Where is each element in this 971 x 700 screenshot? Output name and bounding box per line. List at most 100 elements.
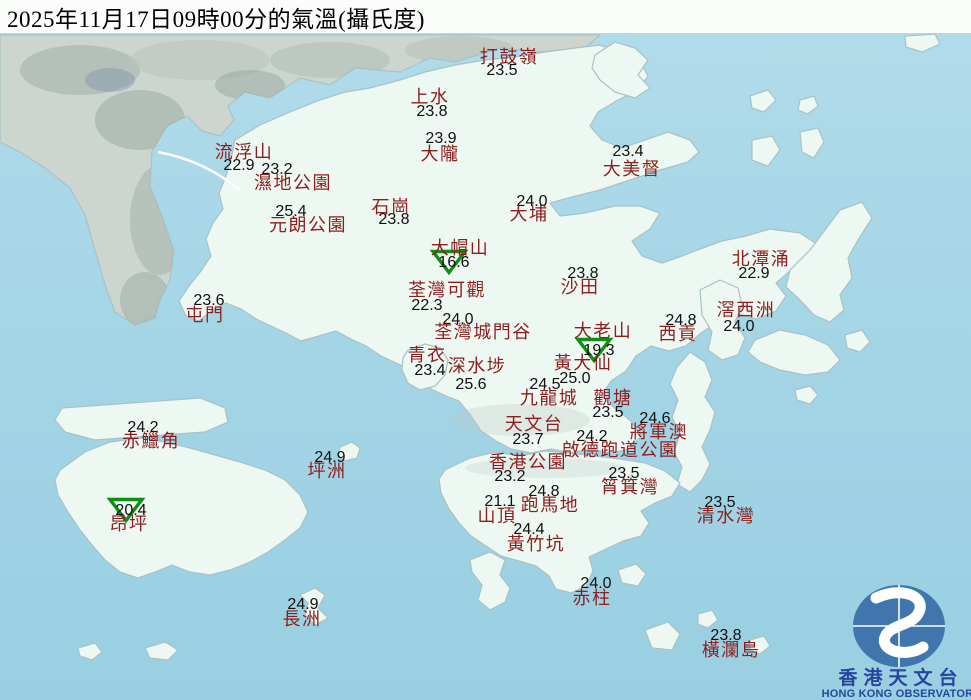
station-name: 北潭涌 xyxy=(731,249,791,269)
station-name: 元朗公園 xyxy=(269,215,347,235)
station-name: 長洲 xyxy=(282,609,322,629)
station-name: 上水 xyxy=(410,87,450,107)
station-name: 天文台 xyxy=(504,414,564,434)
islet xyxy=(794,385,819,405)
station-name: 九龍城 xyxy=(519,388,579,408)
temperature-value: 23.8 xyxy=(710,627,742,644)
station-name: 打鼓嶺 xyxy=(479,47,539,67)
land-kau-sai-chau xyxy=(699,279,746,361)
temperature-value: 23.5 xyxy=(704,494,736,511)
min-temp-triangle-icon xyxy=(574,337,614,364)
station-name: 黃竹坑 xyxy=(506,534,566,554)
station-name: 清水灣 xyxy=(696,506,756,526)
temperature-value: 23.6 xyxy=(193,292,225,309)
islet xyxy=(751,135,781,167)
temperature-value: 19.3 xyxy=(583,342,615,359)
station-name: 荃灣城門谷 xyxy=(434,322,532,342)
land-airport-island xyxy=(54,397,229,441)
temperature-value: 24.0 xyxy=(442,311,474,328)
title-bar: 2025年11月17日09時00分的氣溫(攝氏度) xyxy=(0,0,971,33)
temperature-value: 23.5 xyxy=(592,404,624,421)
station-name: 赤鱲角 xyxy=(121,431,181,451)
land-cheung-chau xyxy=(299,587,329,626)
station-name: 石崗 xyxy=(371,197,411,217)
temperature-value: 24.0 xyxy=(723,318,755,335)
station-name: 跑馬地 xyxy=(520,495,580,515)
land-waglan xyxy=(749,635,771,655)
temperature-value: 23.8 xyxy=(567,265,599,282)
station-name: 大美督 xyxy=(602,159,662,179)
temperature-value: 24.6 xyxy=(639,410,671,427)
hko-logo-s-swirl xyxy=(870,587,929,658)
station-name: 大老山 xyxy=(573,321,633,341)
station-name: 筲箕灣 xyxy=(600,477,660,497)
islet xyxy=(144,641,179,661)
station-name: 昂坪 xyxy=(109,514,149,534)
map-title: 2025年11月17日09時00分的氣溫(攝氏度) xyxy=(7,6,425,32)
urban-tint xyxy=(465,458,625,478)
temperature-value: 21.1 xyxy=(484,493,516,510)
station-name: 香港公園 xyxy=(489,452,567,472)
land-tsing-yi xyxy=(401,343,449,391)
hko-logo: 香港天文台 HONG KONG OBSERVATORY xyxy=(822,585,971,700)
station-name: 觀塘 xyxy=(593,388,633,408)
min-temp-triangle-icon xyxy=(106,497,146,524)
station-name: 大隴 xyxy=(420,144,460,164)
temperature-value: 23.8 xyxy=(378,211,410,228)
islet xyxy=(617,563,647,587)
islet xyxy=(844,329,871,353)
islet xyxy=(591,41,651,99)
islet xyxy=(697,609,719,629)
temperature-value: 24.2 xyxy=(576,428,608,445)
station-name: 深水埗 xyxy=(447,356,507,376)
temperature-value: 23.5 xyxy=(608,465,640,482)
min-temp-triangle-icon xyxy=(429,249,469,276)
land-lantau xyxy=(54,437,309,579)
temperature-value: 23.2 xyxy=(494,468,526,485)
land-lamma xyxy=(469,551,511,611)
temperature-value: 25.0 xyxy=(559,370,591,387)
temperature-value: 24.5 xyxy=(529,376,561,393)
temperature-value: 24.8 xyxy=(665,312,697,329)
station-name: 山頂 xyxy=(477,506,517,526)
station-name: 大帽山 xyxy=(430,238,490,258)
station-name: 青衣 xyxy=(407,345,447,365)
temperature-value: 25.6 xyxy=(455,376,487,393)
station-name: 坪洲 xyxy=(307,461,347,481)
temperature-value: 24.0 xyxy=(516,193,548,210)
temperature-value: 24.0 xyxy=(580,575,612,592)
temperature-value: 25.4 xyxy=(275,203,307,220)
station-name: 荃灣可觀 xyxy=(408,280,486,300)
temperature-value: 24.8 xyxy=(528,483,560,500)
land-clear-water-bay xyxy=(669,351,716,493)
temperature-value: 24.9 xyxy=(314,449,346,466)
temperature-value: 16.6 xyxy=(438,254,470,271)
land-po-toi xyxy=(644,621,681,651)
land-peng-chau xyxy=(337,441,361,462)
shenzhen-bay-bridge xyxy=(157,150,241,191)
islet xyxy=(904,33,941,53)
islet xyxy=(799,127,825,159)
station-name: 西貢 xyxy=(658,324,698,344)
land-sai-kung-east xyxy=(785,201,873,323)
temperature-value: 23.4 xyxy=(414,362,446,379)
station-name: 屯門 xyxy=(185,305,225,325)
temperature-value: 22.9 xyxy=(223,157,255,174)
temperature-value: 23.7 xyxy=(512,431,544,448)
land-high-island xyxy=(747,329,841,376)
station-name: 橫瀾島 xyxy=(701,640,761,660)
station-name: 黃大仙 xyxy=(553,353,613,373)
station-name: 滘西洲 xyxy=(716,300,776,320)
temperature-value: 23.2 xyxy=(261,161,293,178)
land-new-territories xyxy=(178,44,821,454)
station-name: 沙田 xyxy=(560,277,600,297)
islet xyxy=(797,95,819,115)
temperature-value: 23.8 xyxy=(416,103,448,120)
station-name: 濕地公園 xyxy=(254,173,332,193)
temperature-value: 24.9 xyxy=(287,596,319,613)
temperature-value: 24.4 xyxy=(513,521,545,538)
hko-logo-chinese: 香港天文台 xyxy=(837,666,963,689)
